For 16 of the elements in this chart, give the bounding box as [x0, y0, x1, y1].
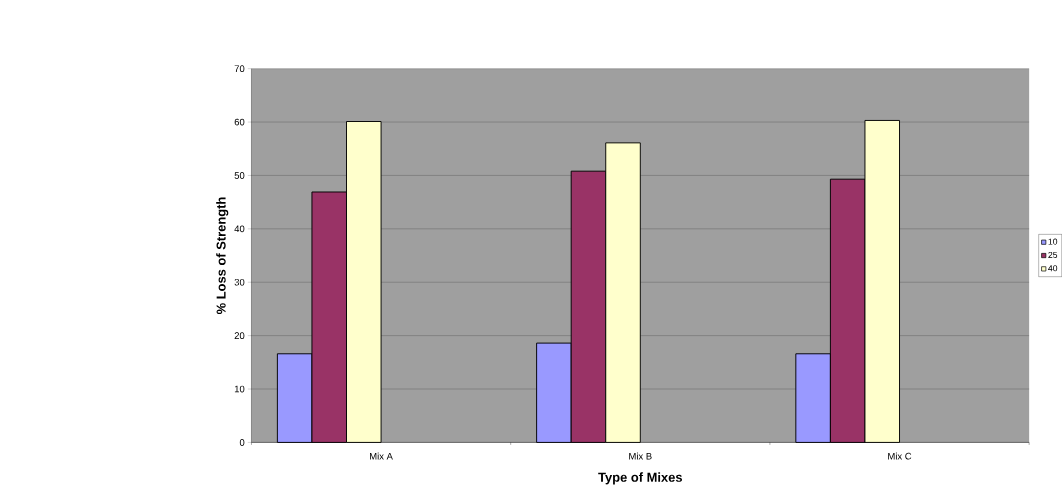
- y-tick-label: 70: [234, 65, 245, 73]
- y-tick-label: 30: [234, 279, 245, 286]
- x-tick-label: Mix B: [629, 452, 652, 460]
- y-axis-title: % Loss of Strength: [216, 197, 229, 315]
- legend-label: 25: [1048, 252, 1058, 259]
- legend-label: 10: [1048, 238, 1058, 245]
- y-tick-label: 0: [239, 439, 245, 446]
- y-tick-label: 20: [234, 332, 245, 340]
- y-tick-label: 50: [234, 172, 245, 179]
- x-tick-label: Mix C: [888, 452, 912, 460]
- y-tick-label: 10: [234, 385, 245, 393]
- y-tick-label: 40: [234, 225, 245, 233]
- x-tick-label: Mix A: [370, 452, 393, 460]
- legend-label: 40: [1048, 265, 1058, 272]
- y-tick-label: 60: [234, 118, 245, 126]
- x-axis-title: Type of Mixes: [598, 472, 682, 485]
